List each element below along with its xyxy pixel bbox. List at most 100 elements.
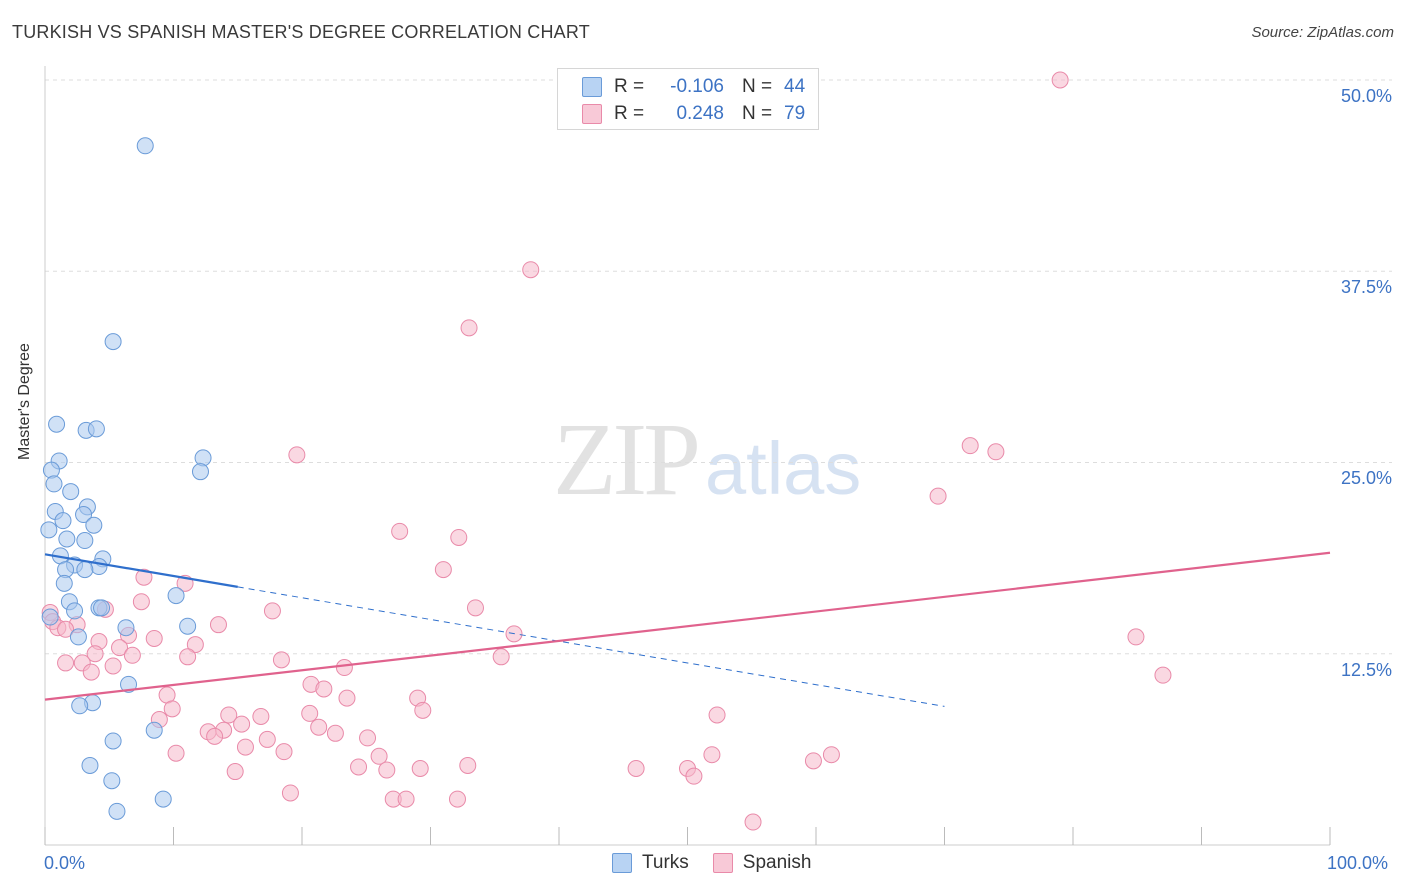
spanish-point — [378, 761, 396, 779]
spanish-point — [708, 706, 726, 724]
spanish-point — [104, 657, 122, 675]
spanish-point — [82, 663, 100, 681]
spanish-point — [460, 319, 478, 337]
watermark-atlas: atlas — [705, 427, 862, 510]
turks-point — [87, 420, 105, 438]
spanish-point — [492, 648, 510, 666]
spanish-point — [450, 528, 468, 546]
spanish-point — [391, 522, 409, 540]
legend-item-spanish[interactable]: Spanish — [712, 852, 812, 874]
spanish-point — [627, 760, 645, 777]
source-credit: Source: ZipAtlas.com — [1251, 24, 1394, 41]
x-tick-label-min: 0.0% — [44, 853, 86, 873]
turks-point — [75, 506, 93, 524]
chart-title: TURKISH VS SPANISH MASTER'S DEGREE CORRE… — [12, 22, 590, 42]
legend-row-spanish: R = 0.248 N = 79 — [582, 101, 805, 127]
spanish-point — [206, 727, 224, 745]
spanish-point — [987, 443, 1005, 461]
series-legend: Turks Spanish — [612, 852, 835, 874]
turks-point — [42, 461, 60, 479]
turks-point — [93, 599, 111, 617]
turks-point — [54, 512, 72, 530]
spanish-point — [397, 790, 415, 808]
spanish-point — [1051, 71, 1069, 89]
spanish-point — [57, 654, 75, 672]
turks-point — [145, 721, 163, 739]
turks-point — [104, 732, 122, 750]
spanish-point — [359, 729, 377, 747]
turks-point — [167, 587, 185, 605]
spanish-point — [301, 704, 319, 722]
spanish-point — [220, 706, 238, 724]
turks-point — [154, 790, 172, 808]
spanish-swatch — [582, 104, 602, 124]
turks-point — [76, 561, 94, 579]
spanish-point — [703, 746, 721, 764]
spanish-point — [411, 760, 429, 777]
turks-point — [194, 449, 212, 467]
spanish-point — [111, 639, 129, 657]
watermark-zip: ZIP — [553, 402, 701, 517]
spanish-point — [522, 261, 540, 279]
spanish-point — [929, 487, 947, 505]
correlation-legend: R = -0.106 N = 44 R = 0.248 N = 79 — [557, 68, 819, 130]
turks-point — [179, 617, 197, 635]
spanish-point — [961, 437, 979, 455]
turks-point — [71, 697, 89, 715]
spanish-legend-label: Spanish — [742, 852, 812, 873]
spanish-trend-line — [44, 551, 1331, 701]
spanish-point — [123, 646, 141, 664]
turks-point — [40, 521, 58, 539]
turks-point — [108, 802, 126, 820]
spanish-point — [1154, 666, 1172, 684]
spanish-point — [275, 743, 293, 761]
spanish-point — [252, 707, 270, 725]
spanish-point — [167, 744, 185, 762]
spanish-point — [822, 746, 840, 764]
legend-item-turks[interactable]: Turks — [612, 852, 689, 874]
spanish-point — [236, 738, 254, 756]
spanish-n-value: 79 — [784, 103, 806, 124]
turks-point — [66, 602, 84, 620]
turks-point — [41, 608, 59, 626]
spanish-point — [226, 763, 244, 781]
turks-swatch — [582, 77, 602, 97]
turks-point — [90, 558, 108, 576]
spanish-point — [315, 680, 333, 698]
spanish-point — [434, 561, 452, 579]
legend-row-turks: R = -0.106 N = 44 — [582, 74, 805, 100]
turks-point — [45, 475, 63, 493]
turks-point — [120, 675, 138, 693]
spanish-point — [86, 645, 104, 663]
spanish-point — [744, 813, 762, 831]
spanish-point — [414, 701, 432, 719]
spanish-point — [272, 651, 290, 669]
spanish-point — [57, 620, 75, 638]
spanish-point — [263, 602, 281, 620]
spanish-point — [1127, 628, 1145, 646]
spanish-point — [804, 752, 822, 770]
spanish-point — [288, 446, 306, 464]
y-tick-label-37-5: 37.5% — [1340, 277, 1392, 297]
turks-trend-extension — [237, 586, 945, 707]
y-tick-label-25: 25.0% — [1340, 468, 1392, 488]
spanish-point — [350, 758, 368, 776]
spanish-point — [335, 659, 353, 677]
spanish-r-label: R = — [614, 103, 645, 124]
turks-point — [55, 574, 73, 592]
turks-point — [103, 772, 121, 790]
turks-point — [85, 516, 103, 534]
turks-point — [117, 619, 135, 637]
turks-legend-swatch — [612, 853, 632, 873]
y-tick-label-50: 50.0% — [1340, 86, 1392, 106]
turks-r-label: R = — [614, 76, 645, 97]
spanish-point — [132, 593, 150, 611]
spanish-point — [310, 718, 328, 736]
spanish-point — [338, 689, 356, 707]
spanish-point — [466, 599, 484, 617]
spanish-point — [448, 790, 466, 808]
turks-trend-line — [44, 553, 238, 588]
spanish-point — [685, 767, 703, 785]
spanish-r-value: 0.248 — [676, 103, 724, 124]
